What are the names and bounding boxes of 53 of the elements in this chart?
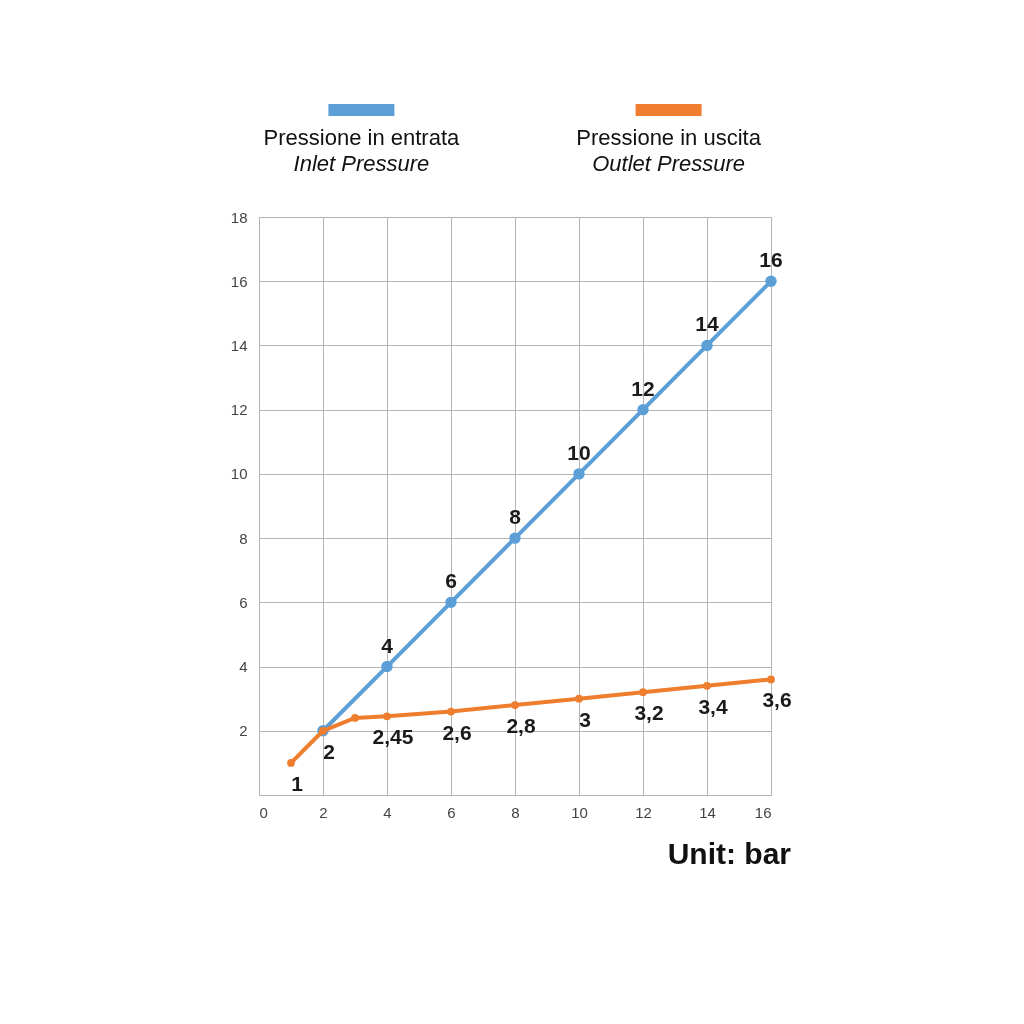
- data-label: 2,6: [442, 720, 472, 744]
- text: Unit: bar: [667, 837, 792, 870]
- point: [445, 596, 457, 609]
- point: [511, 701, 519, 709]
- data-label: 8: [509, 505, 522, 529]
- point: [381, 660, 393, 673]
- y-tick-label: 4: [239, 658, 248, 676]
- data-label: 3,6: [762, 688, 792, 712]
- y-tick-label: 16: [230, 272, 248, 290]
- point: [509, 532, 521, 544]
- y-tick-label: 12: [230, 401, 248, 419]
- point: [575, 694, 583, 703]
- x-tick-label: 10: [571, 803, 588, 821]
- y-tick-label: 18: [230, 208, 248, 226]
- data-label: 3: [579, 707, 591, 731]
- x-tick-label: 14: [699, 803, 716, 821]
- legend-label: Pressione in uscita Outlet Pressure: [576, 125, 762, 176]
- y-tick-label: 14: [230, 336, 248, 354]
- data-label: 2,45: [372, 725, 414, 749]
- data-label: 10: [567, 440, 591, 464]
- data-label: 12: [631, 376, 655, 400]
- point: [383, 712, 391, 721]
- data-label: 1: [291, 771, 304, 795]
- data-label: 2: [323, 739, 335, 763]
- x-tick-label: 6: [447, 803, 456, 821]
- point: [287, 759, 295, 767]
- point: [703, 681, 711, 690]
- point: [639, 688, 647, 697]
- data-label: 6: [445, 569, 457, 593]
- y-tick-label: 2: [239, 722, 248, 740]
- point: [701, 339, 713, 352]
- x-tick-label: 0: [259, 803, 268, 821]
- x-tick-label: 16: [754, 803, 772, 821]
- point: [351, 714, 359, 722]
- point: [447, 707, 455, 716]
- data-label: 3,4: [698, 694, 728, 718]
- data-label: 2,8: [506, 714, 536, 738]
- point: [767, 675, 775, 684]
- legend-label: Pressione in entrata Inlet Pressure: [263, 125, 460, 176]
- y-tick-label: 10: [230, 465, 248, 483]
- point: [765, 275, 777, 287]
- x-tick-label: 12: [635, 803, 652, 821]
- data-label: 3,2: [634, 701, 664, 725]
- data-label: 14: [695, 312, 719, 336]
- point: [637, 403, 649, 416]
- x-tick-label: 2: [319, 803, 328, 821]
- x-tick-label: 8: [511, 803, 520, 821]
- point: [573, 468, 585, 480]
- data-label: 4: [381, 633, 394, 657]
- x-tick-label: 4: [383, 803, 392, 821]
- y-tick-label: 8: [239, 529, 248, 547]
- data-label: 16: [759, 248, 783, 272]
- y-tick-label: 6: [239, 593, 248, 611]
